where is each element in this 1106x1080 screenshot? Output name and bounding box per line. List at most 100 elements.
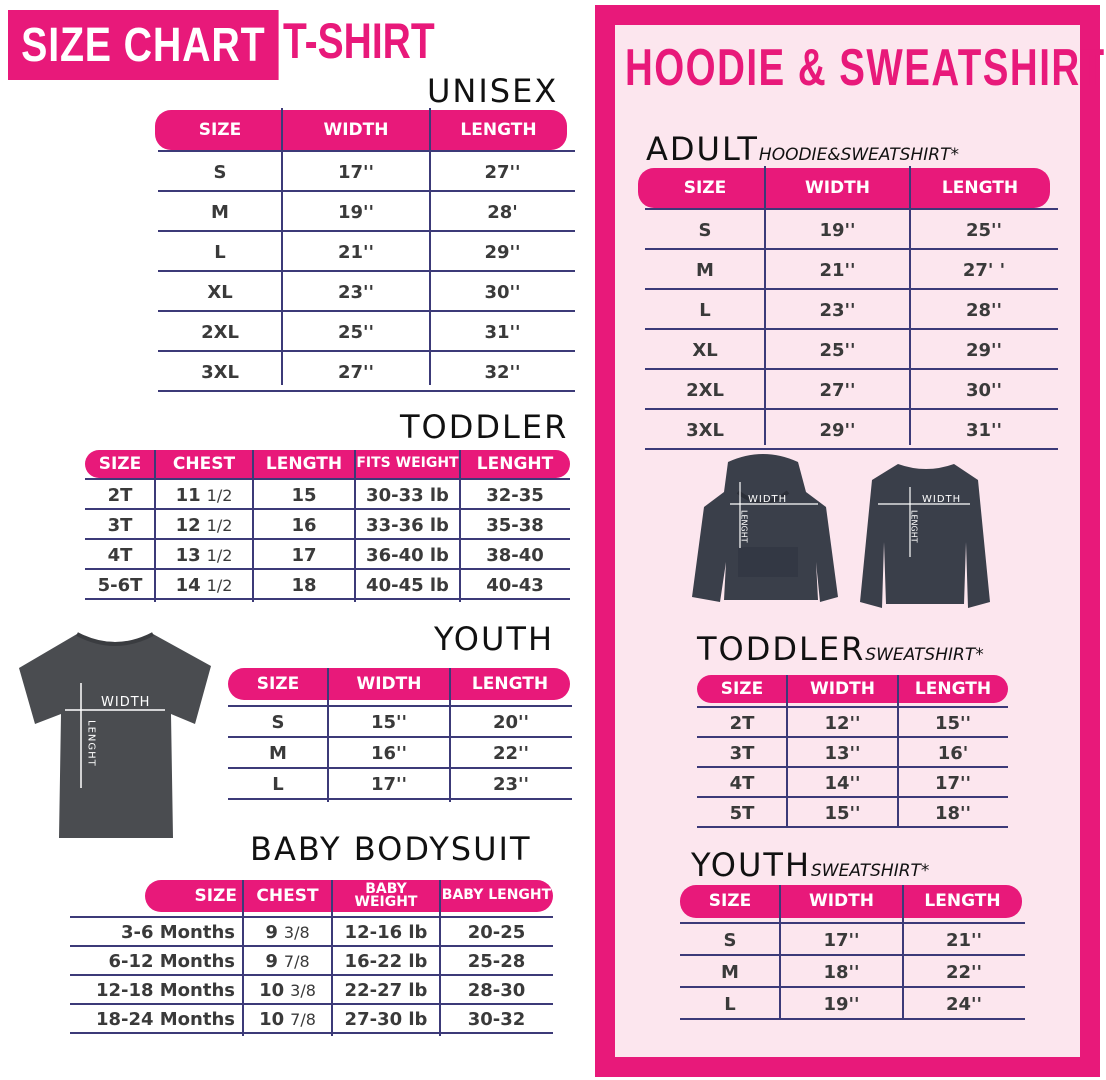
row-divider <box>85 478 570 480</box>
row-divider <box>85 598 570 600</box>
column-header: WIDTH <box>356 673 422 694</box>
table-cell: 11 1/2 <box>155 480 253 510</box>
table-cell: 18'' <box>934 802 972 824</box>
table-cell: 33-36 lb <box>366 514 449 536</box>
table-cell: 12'' <box>824 712 861 734</box>
row-divider <box>70 1003 553 1005</box>
table-cell: S <box>723 929 737 951</box>
table-cell: 18'' <box>823 961 860 983</box>
cell-fraction: 1/2 <box>206 485 233 505</box>
table-cell: 16 <box>291 514 317 536</box>
table-cell: 12 1/2 <box>155 510 253 540</box>
column-divider <box>909 166 911 445</box>
table-cell: 16' <box>937 742 969 764</box>
column-header: LENGTH <box>941 177 1019 198</box>
table-cell: 16-22 lb <box>344 951 428 972</box>
width-annotation: WIDTH <box>101 695 150 710</box>
adult-sub: HOODIE&SWEATSHIRT* <box>758 145 959 165</box>
row-divider <box>228 767 572 769</box>
adult-label-text: ADULT <box>646 130 759 168</box>
cell-fraction: 1/2 <box>206 545 233 565</box>
column-header: SIZE <box>683 177 727 198</box>
table-cell: 5-6T <box>97 574 143 596</box>
table-cell: 4T <box>729 772 755 794</box>
table-header: SIZE CHEST BABY WEIGHT BABY LENGHT <box>145 880 553 912</box>
column-header: CHEST <box>256 885 319 906</box>
table-cell: 2T <box>729 712 755 734</box>
column-header: SIZE <box>194 885 237 906</box>
table-cell: 27'' <box>819 379 856 401</box>
column-divider <box>902 885 904 1020</box>
row-divider <box>158 350 575 352</box>
table-cell: 9 3/8 <box>243 918 332 947</box>
size-chart-title: SIZE CHART <box>8 10 279 80</box>
table-cell: 2XL <box>201 321 239 343</box>
hoodie-sweatshirt-image: WIDTH LENGHT WIDTH LENGHT <box>692 454 990 608</box>
table-cell: S <box>271 712 285 733</box>
table-header: SIZE WIDTH LENGTH <box>155 110 567 150</box>
table-cell: 23'' <box>819 299 856 321</box>
row-divider <box>645 208 1058 210</box>
column-header: LENGTH <box>924 891 1001 911</box>
table-cell: 30'' <box>965 379 1003 401</box>
table-cell: 29'' <box>965 339 1003 361</box>
tshirt-image: WIDTH LENGHT <box>19 632 211 838</box>
row-divider <box>645 368 1058 370</box>
table-cell: 23'' <box>492 774 530 795</box>
table-cell: 4T <box>107 544 133 566</box>
youth-label-text: YOUTH <box>691 846 812 884</box>
table-cell: 29'' <box>484 241 521 263</box>
toddler-sweatshirt-label: TODDLERSWEATSHIRT* <box>697 630 984 668</box>
column-divider <box>897 675 899 828</box>
table-cell: 36-40 lb <box>366 544 449 566</box>
hoodie-length-annotation: LENGHT <box>740 510 749 543</box>
row-divider <box>645 248 1058 250</box>
row-divider <box>697 736 1008 738</box>
table-cell: 28' <box>487 201 518 223</box>
column-divider <box>252 450 254 602</box>
length-annotation: LENGHT <box>86 720 97 767</box>
tshirt-heading: T-SHIRT <box>283 13 435 69</box>
table-cell: L <box>699 299 711 321</box>
column-header: WIDTH <box>809 678 875 699</box>
table-cell: XL <box>692 339 718 361</box>
table-cell: 3XL <box>201 361 239 383</box>
table-cell: 15'' <box>934 712 972 734</box>
row-divider <box>228 705 572 707</box>
column-header: FITS WEIGHT <box>356 455 459 472</box>
column-header: LENGTH <box>460 119 537 140</box>
cell-whole: 13 <box>175 544 201 566</box>
table-cell: 9 7/8 <box>243 947 332 976</box>
row-divider <box>680 986 1025 988</box>
column-divider <box>327 668 329 802</box>
table-cell: 15 <box>291 484 317 506</box>
table-cell: 19'' <box>337 201 375 223</box>
table-header: SIZE CHEST LENGTH FITS WEIGHT LENGHT <box>85 450 570 478</box>
table-cell: 5T <box>729 802 755 824</box>
column-divider <box>429 108 431 385</box>
table-cell: 32-35 <box>486 484 544 506</box>
column-divider <box>764 166 766 445</box>
row-divider <box>680 922 1025 924</box>
table-cell: 15'' <box>370 712 408 733</box>
table-cell: 21'' <box>819 259 856 281</box>
table-cell: 31'' <box>965 419 1003 441</box>
column-divider <box>449 668 451 802</box>
column-header: SIZE <box>720 678 764 699</box>
table-cell: 32'' <box>484 361 521 383</box>
column-divider <box>459 450 461 602</box>
table-cell: 10 7/8 <box>243 1005 332 1034</box>
column-divider <box>779 885 781 1020</box>
toddler-sub: SWEATSHIRT* <box>865 645 984 665</box>
table-cell: 27' ' <box>962 259 1006 281</box>
column-header: SIZE <box>198 119 242 140</box>
column-header: WIDTH <box>804 177 870 198</box>
table-cell: XL <box>207 281 233 303</box>
row-divider <box>85 508 570 510</box>
table-cell: 31'' <box>484 321 521 343</box>
cell-fraction: 1/2 <box>206 575 233 595</box>
table-cell: 25-28 <box>467 951 526 972</box>
column-divider <box>786 675 788 828</box>
row-divider <box>158 150 575 152</box>
table-cell: 24'' <box>945 993 983 1015</box>
